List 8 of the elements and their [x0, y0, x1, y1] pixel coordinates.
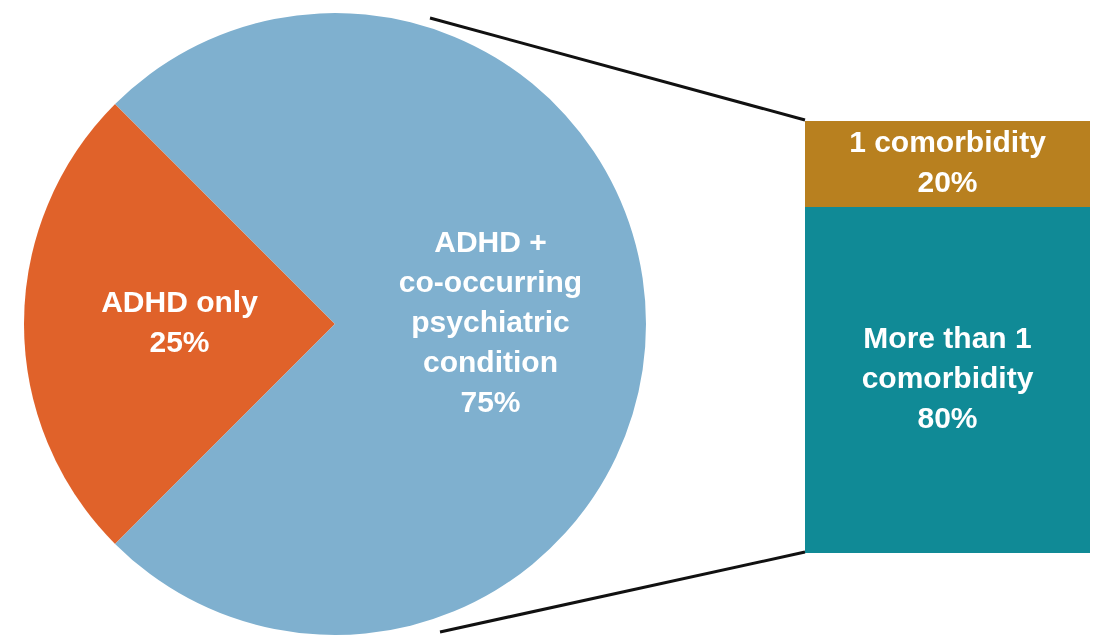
data-label: 20%: [917, 165, 978, 199]
data-label: 25%: [149, 325, 210, 359]
series-label: More than 1 comorbidity: [861, 321, 1034, 395]
series-label: 1 comorbidity: [849, 125, 1047, 159]
slice-label: ADHD + co-occurring psychiatric condition: [398, 225, 583, 379]
data-label: 80%: [917, 401, 978, 435]
slice-label: ADHD only: [101, 285, 259, 319]
data-label: 75%: [460, 385, 521, 419]
